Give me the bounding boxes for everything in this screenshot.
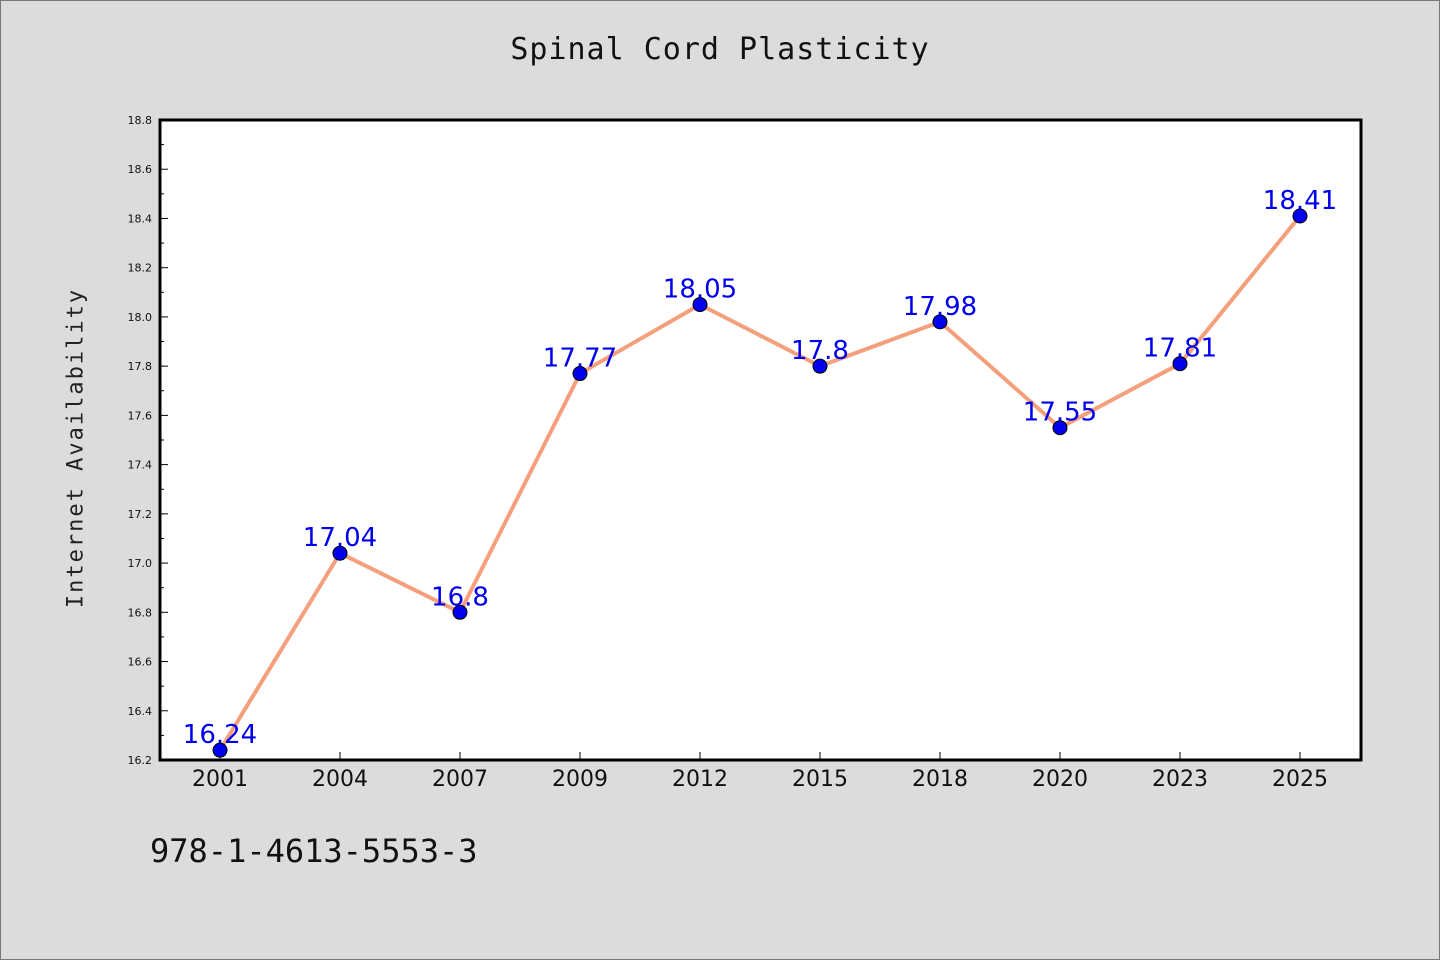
y-tick-label: 18.6 [128, 163, 153, 176]
y-tick-label: 18.0 [128, 311, 153, 324]
data-label: 16.8 [431, 582, 489, 612]
x-tick-label: 2004 [312, 767, 368, 792]
y-tick-label: 17.4 [128, 459, 153, 472]
y-tick-label: 18.2 [128, 262, 153, 275]
data-point [1172, 356, 1188, 372]
y-tick-label: 17.0 [128, 557, 153, 570]
x-tick-label: 2020 [1032, 767, 1088, 792]
y-tick-label: 17.2 [128, 508, 153, 521]
y-tick-label: 18.4 [128, 212, 153, 225]
data-point [452, 604, 468, 620]
series-line [218, 214, 1302, 753]
x-tick-label: 2025 [1272, 767, 1328, 792]
data-label: 17.77 [543, 344, 617, 374]
data-label: 17.8 [791, 336, 849, 366]
data-point [332, 545, 348, 561]
data-label: 16.24 [183, 720, 257, 750]
y-tick-label: 16.8 [128, 606, 153, 619]
y-tick-label: 17.6 [128, 409, 153, 422]
x-tick-label: 2018 [912, 767, 968, 792]
x-tick-label: 2009 [552, 767, 608, 792]
data-point [692, 297, 708, 313]
x-tick-label: 2012 [672, 767, 728, 792]
y-tick-label: 16.6 [128, 656, 153, 669]
y-tick-label: 16.2 [128, 754, 153, 767]
data-label: 17.04 [303, 523, 377, 553]
data-label: 18.05 [663, 275, 737, 305]
x-axis: 2001 2004 2007 2009 2012 2015 2018 2020 2023 2025 [192, 752, 1328, 792]
x-tick-label: 2015 [792, 767, 848, 792]
data-point [1052, 420, 1068, 436]
data-point [932, 314, 948, 330]
plot-area [158, 118, 1363, 762]
data-point [1292, 208, 1308, 224]
x-tick-label: 2007 [432, 767, 488, 792]
data-label: 17.98 [903, 292, 977, 322]
isbn-text: 978-1-4613-5553-3 [150, 832, 478, 870]
y-tick-label: 16.4 [128, 705, 153, 718]
y-axis: 16.2 16.4 16.6 16.8 17.0 17.2 17.4 17.6 17.8 18.0… [128, 114, 168, 767]
data-label: 18.41 [1263, 186, 1337, 216]
data-point [572, 366, 588, 382]
y-tick-label: 18.8 [128, 114, 153, 127]
data-point [812, 358, 828, 374]
data-label: 17.81 [1143, 334, 1217, 364]
data-label: 17.55 [1023, 398, 1097, 428]
chart-title: Spinal Cord Plasticity [510, 32, 930, 67]
x-tick-label: 2001 [192, 767, 248, 792]
data-point [212, 742, 228, 758]
x-tick-label: 2023 [1152, 767, 1208, 792]
y-tick-label: 17.8 [128, 360, 153, 373]
series-group: 16.24 17.04 16.8 17.77 18.05 17.8 17.98 17.55 17… [183, 186, 1337, 758]
